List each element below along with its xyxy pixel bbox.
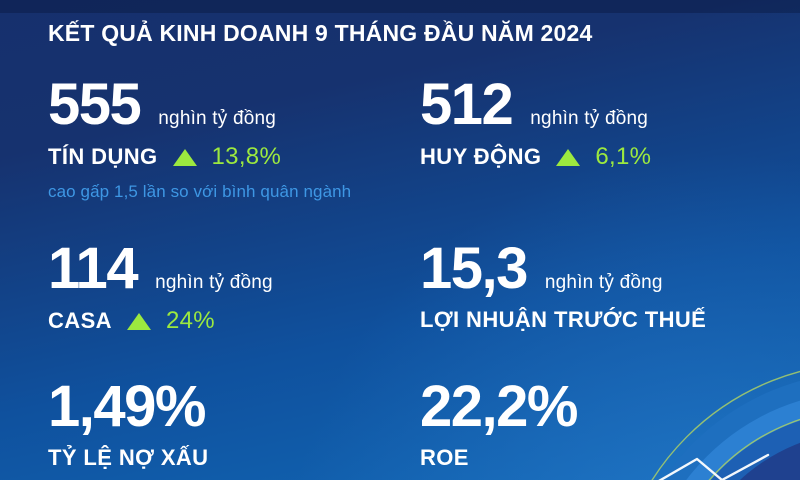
inner-arc-line [708, 418, 800, 480]
metric-label: CASA [48, 308, 112, 333]
metric-value: 22,2% [420, 374, 578, 439]
metric-label-row: TỶ LỆ NỢ XẤU [48, 445, 208, 471]
triangle-up-icon [126, 312, 151, 330]
metric-ty-le-no-xau: 1,49% TỶ LỆ NỢ XẤU [48, 378, 208, 471]
metric-value: 1,49% [48, 374, 206, 439]
ring-core [740, 442, 800, 480]
metric-label-row: LỢI NHUẬN TRƯỚC THUẾ [420, 307, 706, 333]
metric-label: HUY ĐỘNG [420, 144, 542, 169]
metric-value: 555 [48, 72, 142, 137]
metric-loi-nhuan-truoc-thue: 15,3 nghìn tỷ đồng LỢI NHUẬN TRƯỚC THUẾ [420, 240, 706, 333]
metric-huy-dong: 512 nghìn tỷ đồng HUY ĐỘNG 6,1% [420, 76, 651, 171]
triangle-up-icon [172, 148, 197, 166]
metric-value-row: 1,49% [48, 378, 208, 436]
metric-value-row: 114 nghìn tỷ đồng [48, 240, 273, 298]
metric-tin-dung: 555 nghìn tỷ đồng TÍN DỤNG 13,8% cao gấp… [48, 76, 351, 202]
metric-label: ROE [420, 445, 469, 470]
metric-label-row: HUY ĐỘNG 6,1% [420, 143, 651, 171]
trend-line-icon [658, 453, 770, 480]
metric-label-row: CASA 24% [48, 307, 273, 335]
metric-change: 13,8% [211, 143, 282, 170]
metric-unit: nghìn tỷ đồng [530, 108, 649, 129]
metric-label: TÍN DỤNG [48, 144, 158, 169]
outer-arc-line [651, 370, 800, 480]
metric-unit: nghìn tỷ đồng [155, 272, 273, 293]
metric-label-row: ROE [420, 445, 577, 471]
metric-value: 114 [48, 236, 139, 301]
triangle-up-icon [556, 148, 581, 166]
metric-label: LỢI NHUẬN TRƯỚC THUẾ [420, 307, 707, 332]
metric-change: 24% [165, 307, 215, 334]
metric-roe: 22,2% ROE [420, 374, 578, 471]
metric-label: TỶ LỆ NỢ XẤU [48, 445, 209, 470]
metric-change: 6,1% [595, 143, 652, 170]
metric-casa: 114 nghìn tỷ đồng CASA 24% [48, 240, 273, 335]
metric-value-row: 512 nghìn tỷ đồng [420, 76, 651, 134]
ring-deep [710, 420, 800, 480]
metric-unit: nghìn tỷ đồng [544, 272, 663, 293]
top-dark-strip [0, 0, 800, 13]
page-title: KẾT QUẢ KINH DOANH 9 THÁNG ĐẦU NĂM 2024 [48, 20, 593, 46]
metric-value-row: 15,3 nghìn tỷ đồng [420, 240, 706, 298]
ring-outer [663, 380, 800, 480]
metric-value-row: 555 nghìn tỷ đồng [48, 76, 351, 134]
metric-value: 15,3 [420, 236, 528, 301]
ring-bright [686, 400, 800, 480]
metric-value: 512 [420, 72, 514, 137]
metric-note: cao gấp 1,5 lần so với bình quân ngành [48, 182, 352, 201]
metric-value-row: 22,2% [420, 374, 578, 439]
metric-label-row: TÍN DỤNG 13,8% [48, 143, 351, 171]
metric-unit: nghìn tỷ đồng [158, 108, 277, 129]
